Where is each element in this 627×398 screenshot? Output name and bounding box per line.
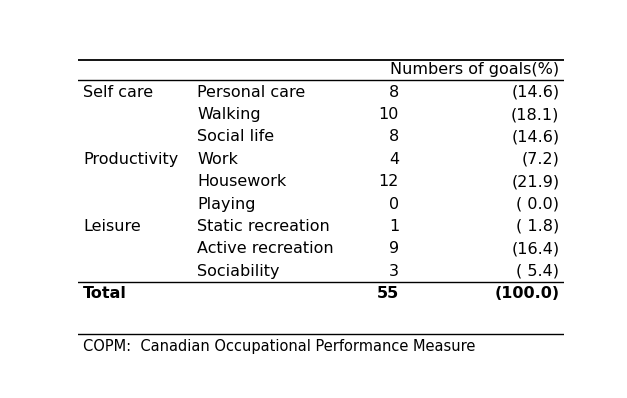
- Text: ( 1.8): ( 1.8): [516, 219, 559, 234]
- Text: 8: 8: [389, 85, 399, 100]
- Text: Personal care: Personal care: [198, 85, 306, 100]
- Text: Numbers of goals(%): Numbers of goals(%): [391, 62, 559, 78]
- Text: (7.2): (7.2): [522, 152, 559, 167]
- Text: Playing: Playing: [198, 197, 256, 212]
- Text: 8: 8: [389, 129, 399, 144]
- Text: 10: 10: [379, 107, 399, 122]
- Text: 55: 55: [377, 286, 399, 301]
- Text: Walking: Walking: [198, 107, 261, 122]
- Text: 4: 4: [389, 152, 399, 167]
- Text: 3: 3: [389, 263, 399, 279]
- Text: Leisure: Leisure: [83, 219, 141, 234]
- Text: (14.6): (14.6): [511, 129, 559, 144]
- Text: Sociability: Sociability: [198, 263, 280, 279]
- Text: Work: Work: [198, 152, 238, 167]
- Text: COPM:  Canadian Occupational Performance Measure: COPM: Canadian Occupational Performance …: [83, 339, 476, 354]
- Text: ( 5.4): ( 5.4): [517, 263, 559, 279]
- Text: Housework: Housework: [198, 174, 287, 189]
- Text: Total: Total: [83, 286, 127, 301]
- Text: ( 0.0): ( 0.0): [517, 197, 559, 212]
- Text: 12: 12: [379, 174, 399, 189]
- Text: Productivity: Productivity: [83, 152, 179, 167]
- Text: 1: 1: [389, 219, 399, 234]
- Text: (100.0): (100.0): [494, 286, 559, 301]
- Text: Self care: Self care: [83, 85, 154, 100]
- Text: (16.4): (16.4): [511, 241, 559, 256]
- Text: 0: 0: [389, 197, 399, 212]
- Text: (21.9): (21.9): [511, 174, 559, 189]
- Text: Social life: Social life: [198, 129, 275, 144]
- Text: Active recreation: Active recreation: [198, 241, 334, 256]
- Text: Static recreation: Static recreation: [198, 219, 330, 234]
- Text: 9: 9: [389, 241, 399, 256]
- Text: (18.1): (18.1): [511, 107, 559, 122]
- Text: (14.6): (14.6): [511, 85, 559, 100]
